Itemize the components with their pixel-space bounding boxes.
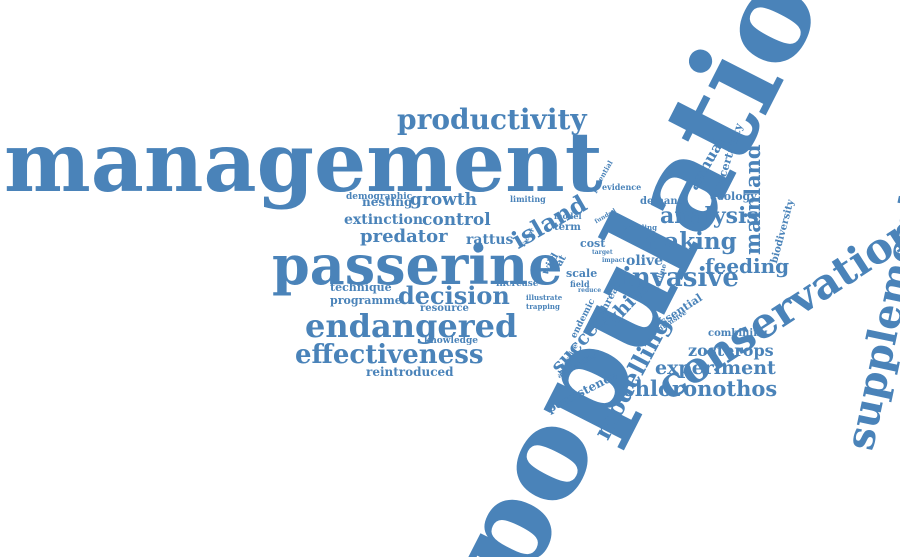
word-field: field <box>570 279 590 289</box>
word-rattus: rattus <box>466 232 514 248</box>
word-illustrate: illustrate <box>526 293 563 302</box>
word-limiting: limiting <box>510 194 546 204</box>
word-programme: programme <box>330 294 402 307</box>
word-technique: technique <box>330 281 392 294</box>
word-term: term <box>554 222 581 233</box>
word-knowledge: knowledge <box>424 336 478 346</box>
word-experiment: experiment <box>655 357 776 379</box>
word-predator: predator <box>360 226 448 247</box>
word-target: target <box>592 249 613 256</box>
word-productivity: productivity <box>397 103 587 136</box>
word-endangered: endangered <box>305 307 518 345</box>
word-chloronothos: chloronothos <box>622 376 778 401</box>
word-passerine: passerine <box>272 233 563 297</box>
word-zosterops: zosterops <box>688 341 774 360</box>
word-control: control <box>422 210 491 230</box>
word-reduce: reduce <box>578 287 602 294</box>
word-model: model <box>554 211 582 221</box>
word-analysis: analysis <box>660 203 759 229</box>
word-resource: resource <box>420 303 469 314</box>
word-demographic: demographic <box>346 192 413 202</box>
word-cost: cost <box>580 237 606 250</box>
word-impact: impact <box>602 257 626 264</box>
word-invasive: invasive <box>622 263 739 293</box>
word-management: management <box>4 115 603 211</box>
word-extinction: extinction <box>344 212 424 228</box>
word-nesting: nesting <box>362 195 413 209</box>
word-decision: decision <box>398 281 510 310</box>
word-evidence: evidence <box>602 182 642 192</box>
word-reintroduced: reintroduced <box>366 365 454 379</box>
word-trapping: trapping <box>526 302 560 311</box>
word-breeding: breeding <box>622 223 658 232</box>
word-growth: growth <box>410 190 478 210</box>
word-olive: olive <box>626 253 664 269</box>
word-making: making <box>640 228 737 255</box>
word-scale: scale <box>566 267 598 280</box>
word-effectiveness: effectiveness <box>295 340 484 370</box>
word-combining: combining <box>708 328 768 339</box>
word-demand: demand <box>640 196 685 207</box>
word-feeding: feeding <box>705 254 790 278</box>
word-ecology: ecology <box>710 190 757 203</box>
word-increase: increase <box>496 279 539 289</box>
